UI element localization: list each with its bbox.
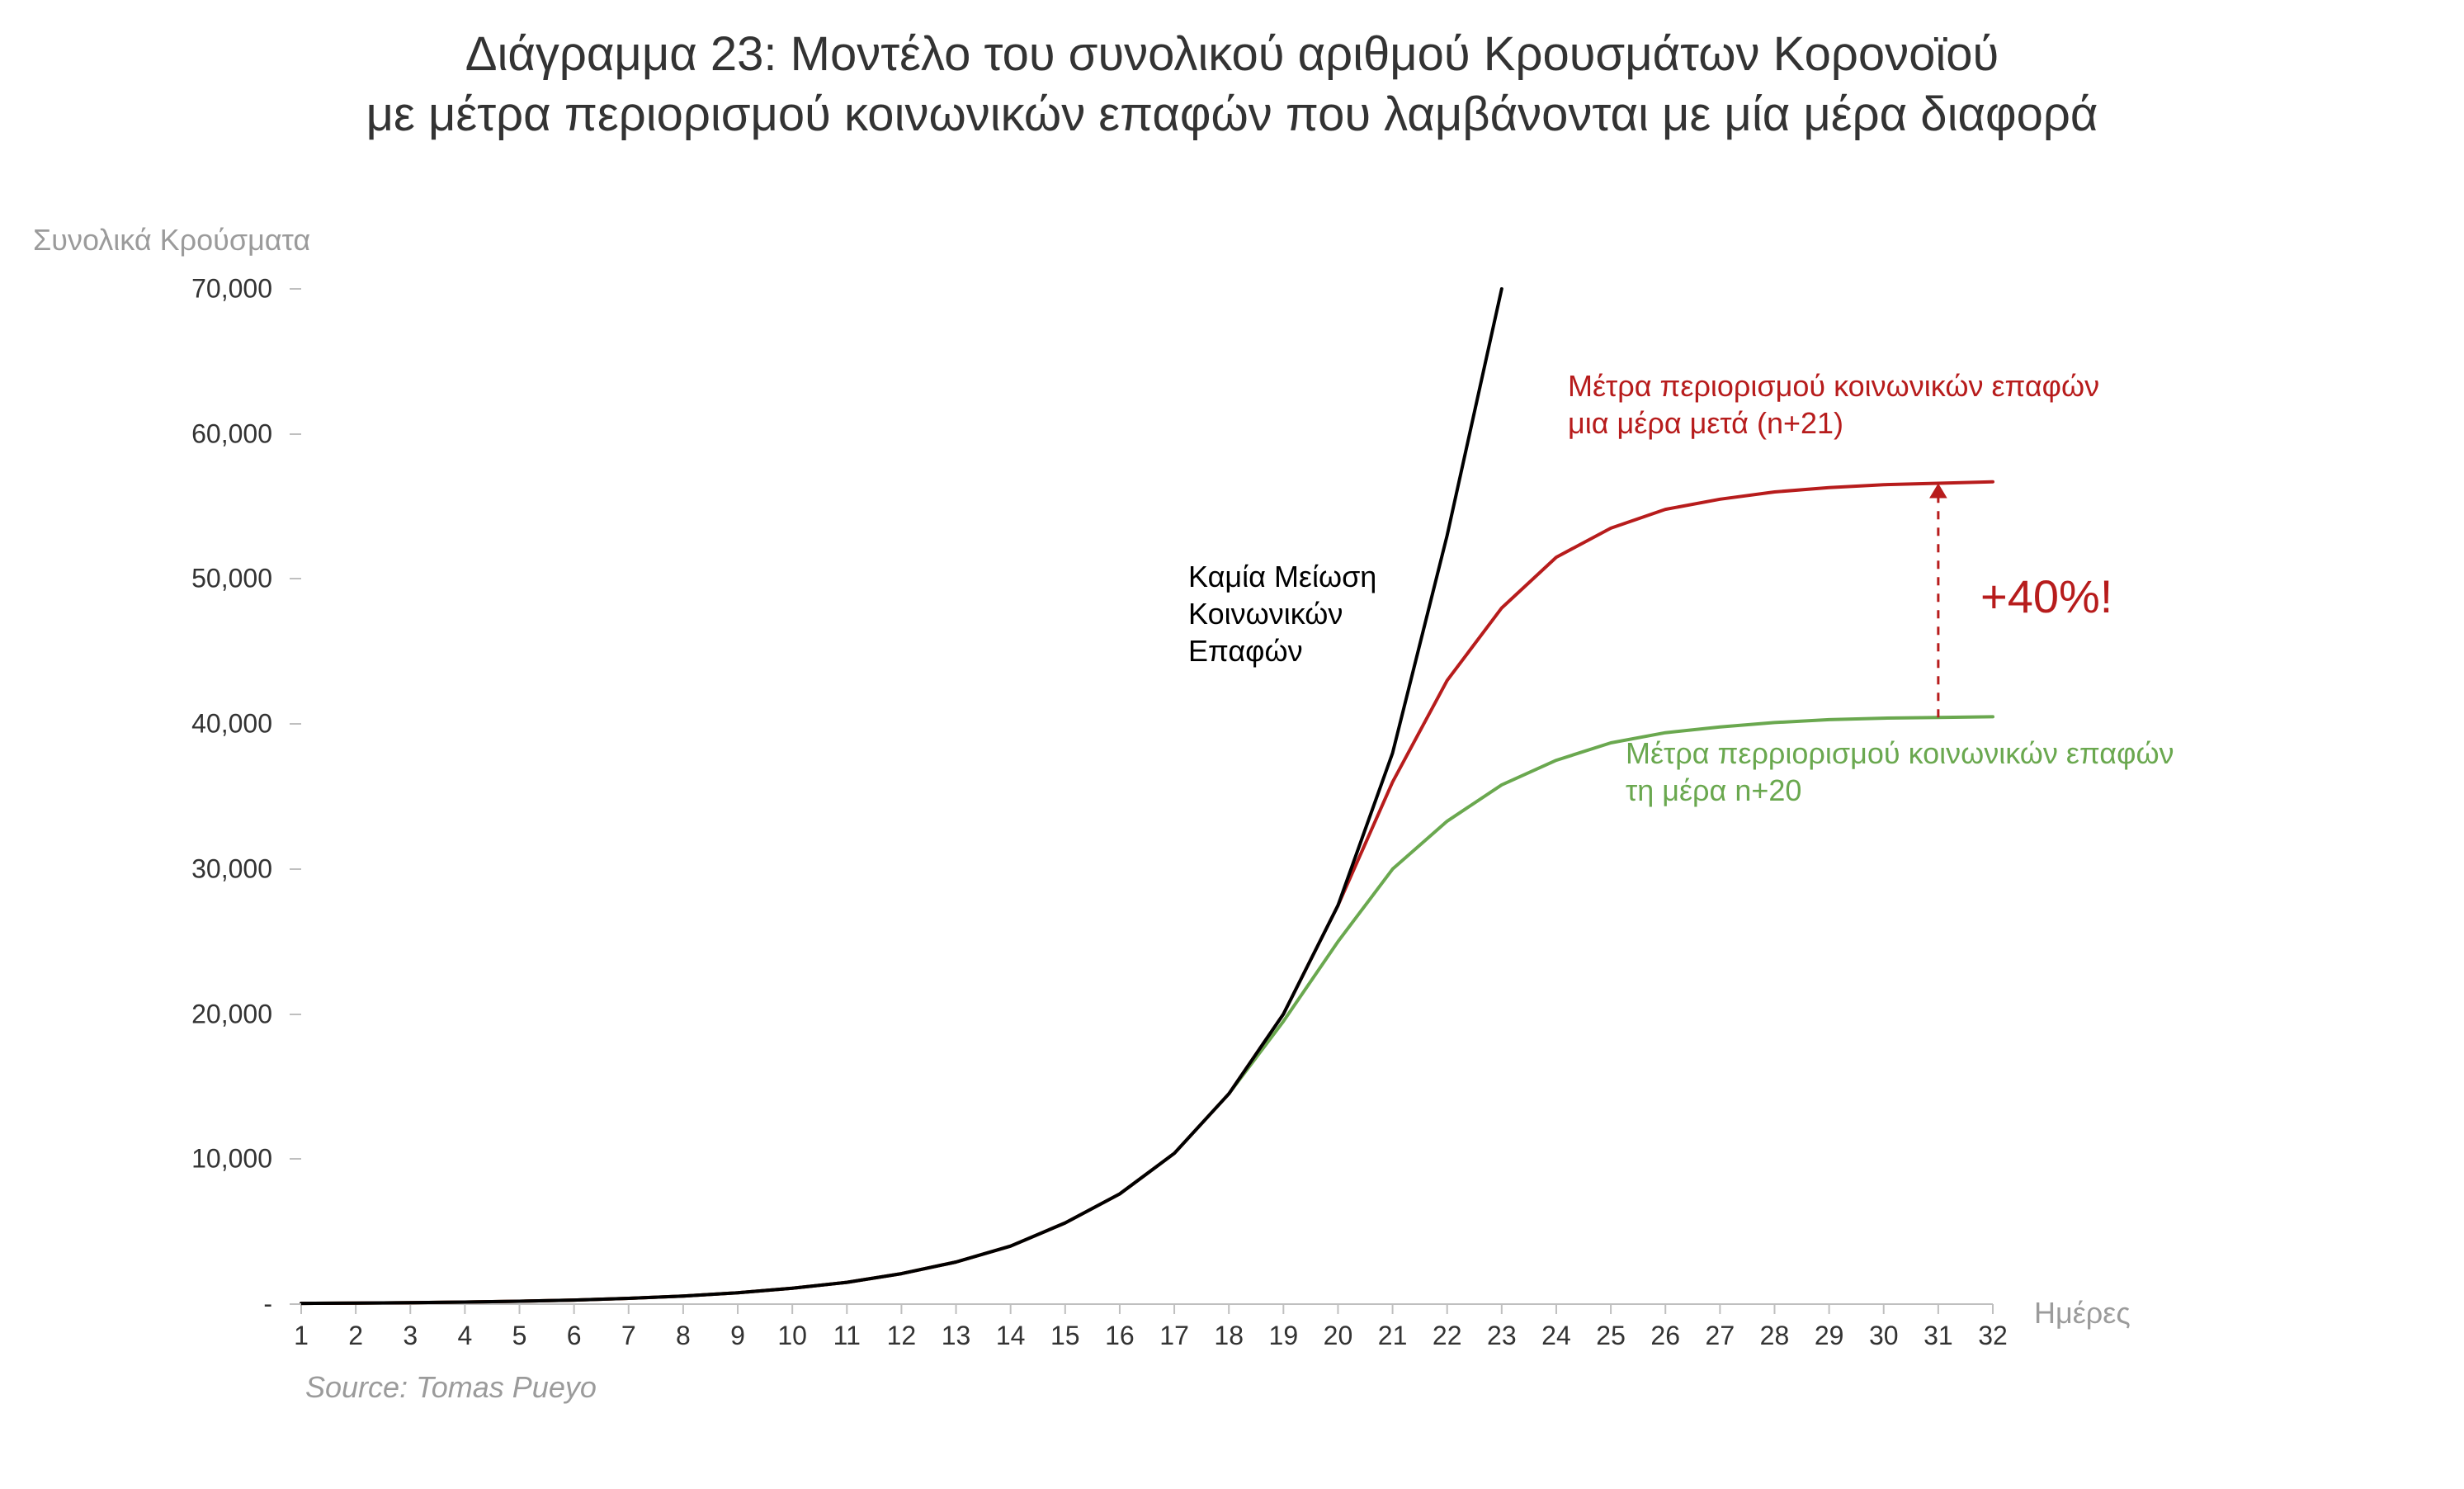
x-tick-label: 27 bbox=[1706, 1321, 1735, 1351]
delta-label: +40%! bbox=[1980, 570, 2112, 623]
x-tick-label: 1 bbox=[294, 1321, 309, 1351]
x-tick-label: 20 bbox=[1324, 1321, 1353, 1351]
x-tick-label: 2 bbox=[348, 1321, 363, 1351]
y-tick-label: 30,000 bbox=[91, 853, 272, 884]
x-tick-label: 25 bbox=[1596, 1321, 1626, 1351]
x-tick-label: 32 bbox=[1978, 1321, 2008, 1351]
x-tick-label: 21 bbox=[1378, 1321, 1408, 1351]
x-tick-label: 22 bbox=[1433, 1321, 1462, 1351]
x-tick-label: 12 bbox=[887, 1321, 917, 1351]
y-tick-mark bbox=[290, 1014, 301, 1015]
x-tick-label: 5 bbox=[512, 1321, 527, 1351]
x-tick-label: 30 bbox=[1869, 1321, 1899, 1351]
y-tick-label: 20,000 bbox=[91, 999, 272, 1029]
y-tick-label: 40,000 bbox=[91, 709, 272, 740]
x-tick-label: 18 bbox=[1214, 1321, 1244, 1351]
series-line-no_measures bbox=[301, 289, 1502, 1303]
x-tick-label: 29 bbox=[1815, 1321, 1844, 1351]
series-line-day_n21 bbox=[301, 482, 1993, 1303]
y-tick-mark bbox=[290, 288, 301, 290]
x-tick-label: 15 bbox=[1050, 1321, 1080, 1351]
x-tick-label: 28 bbox=[1760, 1321, 1790, 1351]
x-tick-label: 11 bbox=[833, 1321, 861, 1351]
x-tick-label: 10 bbox=[777, 1321, 807, 1351]
y-tick-label: 50,000 bbox=[91, 564, 272, 594]
annotation-n20: Μέτρα περριορισμού κοινωνικών επαφών τη … bbox=[1626, 735, 2174, 809]
x-tick-label: 26 bbox=[1650, 1321, 1680, 1351]
y-tick-label: 60,000 bbox=[91, 418, 272, 449]
x-tick-label: 6 bbox=[567, 1321, 582, 1351]
x-tick-label: 23 bbox=[1487, 1321, 1517, 1351]
x-tick-label: 24 bbox=[1541, 1321, 1571, 1351]
x-tick-label: 17 bbox=[1159, 1321, 1189, 1351]
x-tick-label: 31 bbox=[1924, 1321, 1953, 1351]
x-tick-label: 16 bbox=[1105, 1321, 1135, 1351]
y-tick-mark bbox=[290, 868, 301, 870]
x-tick-label: 7 bbox=[621, 1321, 636, 1351]
x-tick-label: 8 bbox=[676, 1321, 691, 1351]
x-tick-label: 14 bbox=[996, 1321, 1026, 1351]
y-tick-label: 10,000 bbox=[91, 1144, 272, 1175]
x-tick-label: 4 bbox=[457, 1321, 472, 1351]
y-tick-mark bbox=[290, 723, 301, 725]
y-tick-mark bbox=[290, 578, 301, 579]
y-tick-label: - bbox=[91, 1289, 272, 1320]
y-tick-mark bbox=[290, 1158, 301, 1160]
chart-page: { "title": "Διάγραμμα 23: Μοντέλο του συ… bbox=[0, 0, 2464, 1489]
x-tick-label: 13 bbox=[942, 1321, 971, 1351]
annotation-no-measures: Καμία Μείωση Κοινωνικών Επαφών bbox=[1188, 558, 1376, 669]
annotation-n21: Μέτρα περιορισμού κοινωνικών επαφών μια … bbox=[1568, 367, 2099, 442]
delta-arrow-head bbox=[1929, 483, 1947, 498]
x-tick-label: 19 bbox=[1269, 1321, 1299, 1351]
x-tick-label: 3 bbox=[403, 1321, 418, 1351]
x-tick-label: 9 bbox=[730, 1321, 745, 1351]
y-tick-mark bbox=[290, 433, 301, 435]
y-tick-label: 70,000 bbox=[91, 274, 272, 305]
y-tick-mark bbox=[290, 1303, 301, 1305]
